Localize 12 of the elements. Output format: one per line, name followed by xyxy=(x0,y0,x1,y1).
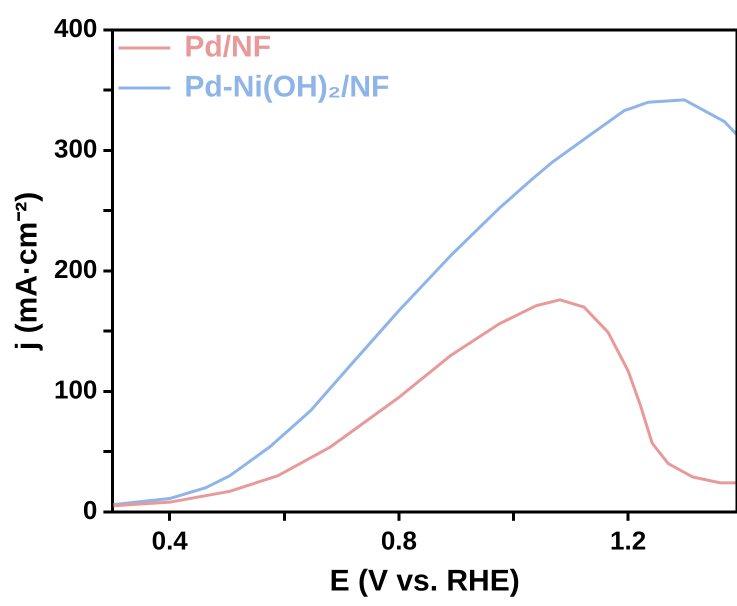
legend-label: Pd/NF xyxy=(184,30,272,64)
y-tick-label: 400 xyxy=(54,13,98,44)
y-axis-title: j (mA·cm⁻²) xyxy=(10,192,44,352)
legend-label: Pd-Ni(OH)₂/NF xyxy=(184,70,390,104)
y-tick-label: 100 xyxy=(54,374,98,405)
y-tick-label: 0 xyxy=(82,494,98,525)
x-tick-label: 0.4 xyxy=(152,526,188,556)
y-tick-label: 200 xyxy=(54,254,98,284)
x-tick-label: 1.2 xyxy=(610,526,646,556)
y-tick-label: 300 xyxy=(54,134,98,164)
x-axis-title: E (V vs. RHE) xyxy=(330,564,520,598)
x-tick-label: 0.8 xyxy=(380,526,417,556)
